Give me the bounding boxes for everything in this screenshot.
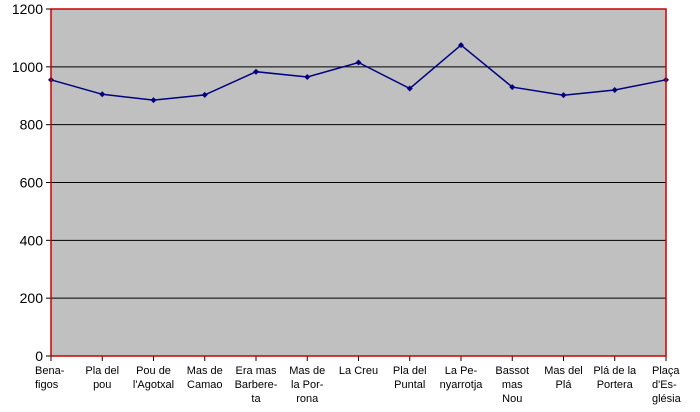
- y-tick-label-1000: 1000: [12, 59, 43, 75]
- x-tick-label-7: Pla del Puntal: [393, 365, 427, 391]
- x-tick-label-11: Plá de la Portera: [593, 365, 637, 391]
- x-tick-label-1: Pla del pou: [85, 365, 119, 391]
- plot-border: [50, 8, 667, 357]
- x-tick-label-3: Mas de Camao: [187, 365, 223, 391]
- data-point-9: [509, 84, 516, 91]
- x-axis: Bena-figos Pla del pou Pou de l'Agotxal Mas d…: [35, 356, 682, 405]
- x-tick-label-0: Bena-figos: [35, 365, 65, 391]
- x-tick-label-6: La Creu: [339, 365, 378, 377]
- gridlines: [51, 66, 666, 299]
- data-point-1: [99, 91, 106, 98]
- data-point-5: [304, 73, 311, 80]
- data-point-8: [458, 42, 464, 49]
- x-tick-label-12: Plaça d'Es-glésia: [652, 365, 682, 405]
- data-point-11: [611, 86, 618, 93]
- y-tick-label-600: 600: [20, 175, 44, 191]
- y-tick-label-1200: 1200: [12, 1, 43, 17]
- y-tick-label-800: 800: [20, 117, 44, 133]
- data-point-7: [406, 85, 413, 92]
- x-tick-label-8: La Pe-nyarrotja: [440, 365, 484, 391]
- x-tick-label-5: Mas de la Por-rona: [289, 365, 325, 405]
- series-group: [48, 42, 669, 104]
- y-axis: 0 200 400 600 800 1000 1200: [12, 1, 51, 364]
- y-tick-label-0: 0: [35, 348, 43, 364]
- x-tick-label-4: Era mas Barbere-ta: [235, 365, 278, 405]
- y-tick-label-200: 200: [20, 290, 44, 306]
- x-tick-label-2: Pou de l'Agotxal: [133, 365, 174, 391]
- y-tick-label-400: 400: [20, 232, 44, 248]
- data-point-2: [150, 97, 157, 104]
- data-point-3: [201, 91, 208, 98]
- x-tick-label-10: Mas del Plá: [544, 365, 583, 391]
- data-point-4: [253, 68, 259, 75]
- data-point-10: [560, 92, 567, 99]
- x-tick-label-9: Bassot mas Nou: [495, 365, 529, 405]
- data-point-6: [355, 59, 362, 66]
